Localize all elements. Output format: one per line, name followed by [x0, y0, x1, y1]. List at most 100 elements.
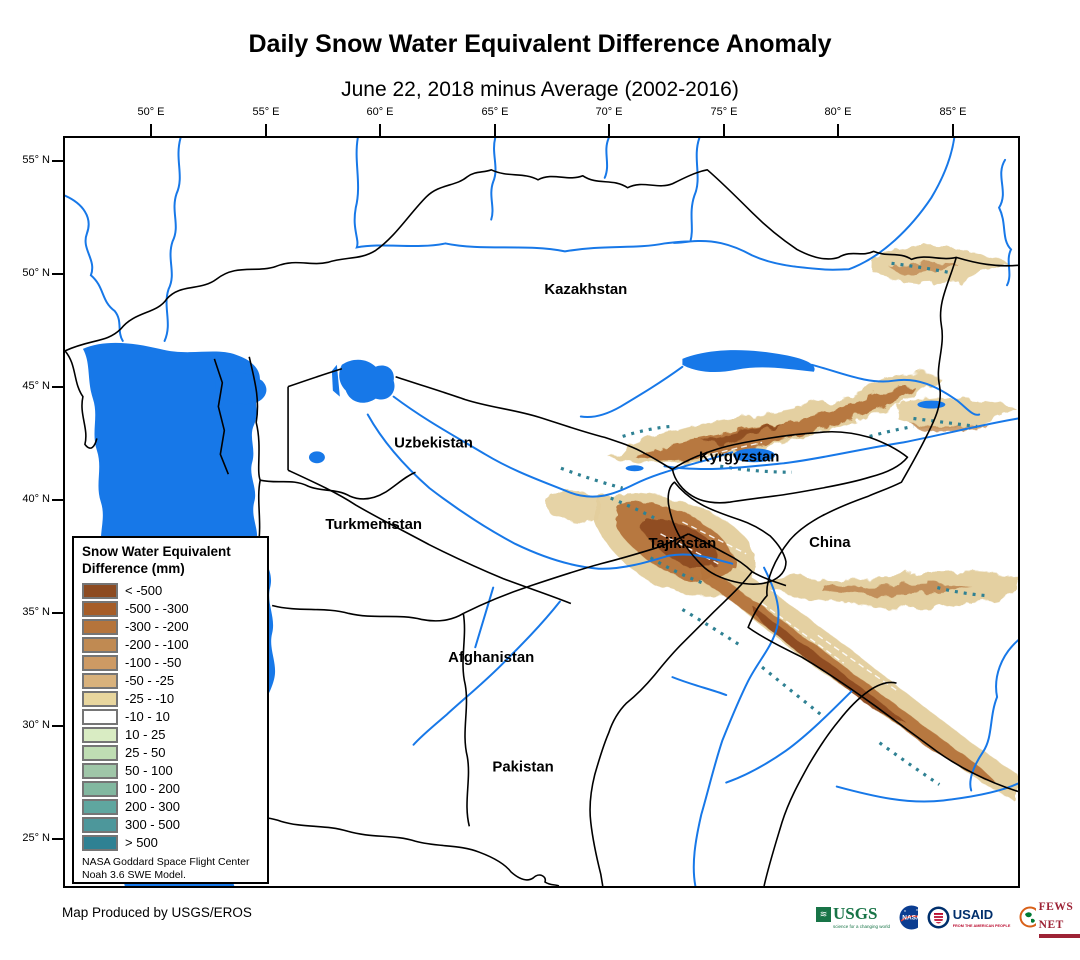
border-kazakh-turkmen-east [260, 471, 416, 500]
issyk-kul [733, 448, 776, 463]
syr-darya [392, 395, 734, 498]
border-pakistan-india [763, 681, 897, 886]
ne-river [997, 158, 1013, 287]
lon-tick-label: 70° E [595, 106, 623, 118]
map-legend: Snow Water Equivalent Difference (mm) < … [72, 536, 269, 884]
legend-item-label: 300 - 500 [125, 817, 180, 833]
legend-item-label: 10 - 25 [125, 727, 166, 743]
sutlej-river [725, 690, 853, 784]
country-labels: Kazakhstan Uzbekistan Turkmenistan Kyrgy… [325, 281, 851, 775]
legend-item-label: -100 - -50 [125, 655, 182, 671]
legend-swatch [82, 600, 118, 617]
legend-item-label: 50 - 100 [125, 763, 173, 779]
sarygamysh-lake [308, 451, 325, 464]
caspian-bay [214, 371, 267, 405]
legend-item-label: -200 - -100 [125, 637, 189, 653]
border-kazakh-uzbek-diag [287, 368, 343, 388]
lake-zaysan [917, 400, 946, 409]
legend-item: 200 - 300 [82, 798, 259, 816]
legend-item-label: 100 - 200 [125, 781, 180, 797]
country-label-uzbekistan: Uzbekistan [394, 434, 473, 451]
border-turkmen-iran [271, 604, 464, 622]
border-tajikistan [667, 481, 787, 586]
ishim-river [353, 138, 690, 253]
lat-tick [52, 838, 63, 840]
lon-tick-label: 60° E [366, 106, 394, 118]
legend-swatch [82, 762, 118, 779]
legend-item: -50 - -25 [82, 672, 259, 690]
lat-tick-label: 45° N [22, 380, 50, 392]
lon-tick [265, 124, 267, 136]
lat-tick [52, 160, 63, 162]
border-russia-kazakhstan [65, 169, 1018, 352]
legend-item-label: < -500 [125, 583, 163, 599]
lat-tick [52, 499, 63, 501]
legend-item-label: -10 - 10 [125, 709, 170, 725]
legend-title-line1: Snow Water Equivalent [82, 544, 231, 559]
kayrakkum-reservoir [625, 465, 644, 472]
legend-swatch [82, 798, 118, 815]
coastline-arabian-sea [214, 809, 560, 886]
legend-item: 25 - 50 [82, 744, 259, 762]
legend-item: -500 - -300 [82, 600, 259, 618]
country-label-kazakhstan: Kazakhstan [544, 281, 627, 298]
lon-tick [608, 124, 610, 136]
lon-tick [952, 124, 954, 136]
legend-item: 300 - 500 [82, 816, 259, 834]
indus-river [692, 566, 780, 886]
lon-tick-label: 75° E [710, 106, 738, 118]
legend-title-line2: Difference (mm) [82, 560, 185, 576]
legend-swatch [82, 636, 118, 653]
lon-tick [837, 124, 839, 136]
usgs-wordmark: USGS [833, 904, 878, 923]
svg-text:NASA: NASA [902, 914, 917, 921]
lat-tick-label: 25° N [22, 832, 50, 844]
anomaly-regions [542, 245, 1018, 805]
border-afghan-north [462, 533, 689, 615]
legend-swatch [82, 690, 118, 707]
lon-tick-label: 85° E [939, 106, 967, 118]
legend-swatch [82, 780, 118, 797]
lat-tick-label: 35° N [22, 606, 50, 618]
legend-item-label: -300 - -200 [125, 619, 189, 635]
country-label-tajikistan: Tajikistan [649, 535, 717, 552]
usaid-wordmark: USAID [952, 907, 994, 922]
lon-tick-label: 65° E [481, 106, 509, 118]
legend-item: -100 - -50 [82, 654, 259, 672]
lat-tick-label: 30° N [22, 719, 50, 731]
fewsnet-globe-icon [1019, 906, 1036, 928]
country-label-turkmenistan: Turkmenistan [325, 516, 422, 533]
lon-tick [150, 124, 152, 136]
legend-note-line1: NASA Goddard Space Flight Center [82, 855, 250, 868]
legend-item: 100 - 200 [82, 780, 259, 798]
lat-tick [52, 273, 63, 275]
ili-river [810, 363, 981, 416]
page-title: Daily Snow Water Equivalent Difference A… [248, 30, 832, 58]
legend-note: NASA Goddard Space Flight Center Noah 3.… [82, 856, 259, 883]
caspian-demarcation-1 [213, 358, 230, 475]
top-river-65e [490, 138, 497, 221]
usaid-emblem-icon [927, 906, 950, 928]
irtysh-river [672, 138, 956, 271]
border-nw [65, 350, 98, 449]
country-label-pakistan: Pakistan [492, 759, 553, 776]
fewsnet-wordmark: FEWS NET [1038, 900, 1074, 931]
legend-swatch [82, 834, 118, 851]
fewsnet-bar [1038, 933, 1080, 938]
page-subtitle: June 22, 2018 minus Average (2002-2016) [341, 78, 739, 101]
legend-item-label: -500 - -300 [125, 601, 189, 617]
valley-streaks [660, 441, 898, 692]
country-label-kyrgyzstan: Kyrgyzstan [699, 448, 779, 465]
helmand-river [412, 600, 561, 746]
fewsnet-logo: FEWS NET [1019, 897, 1080, 938]
legend-swatch [82, 744, 118, 761]
legend-item: < -500 [82, 582, 259, 600]
legend-swatch [82, 726, 118, 743]
tarim-river [663, 417, 1018, 470]
lon-tick-label: 55° E [252, 106, 280, 118]
lon-tick-label: 50° E [137, 106, 165, 118]
legend-item-label: -25 - -10 [125, 691, 175, 707]
top-river-70e [603, 138, 610, 179]
legend-item: 10 - 25 [82, 726, 259, 744]
